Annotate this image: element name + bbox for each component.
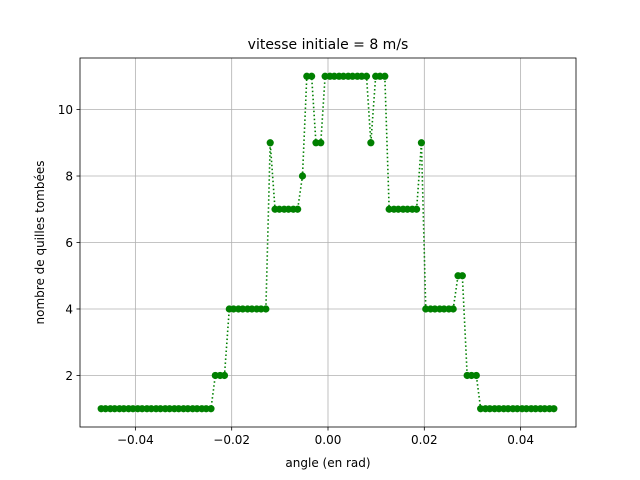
data-point xyxy=(266,139,274,147)
data-point xyxy=(381,72,389,80)
data-series xyxy=(97,72,558,413)
data-point xyxy=(417,139,426,147)
x-tick-label: 0.04 xyxy=(507,433,534,447)
x-tick-label: 0.00 xyxy=(315,433,342,447)
data-point xyxy=(294,205,302,213)
data-point xyxy=(472,371,480,380)
y-tick-label: 8 xyxy=(65,170,73,184)
data-point xyxy=(550,405,558,413)
chart-title: vitesse initiale = 8 m/s xyxy=(248,37,409,53)
y-tick-label: 2 xyxy=(65,369,73,383)
data-point xyxy=(308,72,316,80)
data-point xyxy=(220,371,229,380)
grid xyxy=(80,58,576,427)
data-point xyxy=(298,172,307,180)
series-line xyxy=(101,75,554,410)
data-point xyxy=(413,205,421,213)
data-point xyxy=(362,72,371,80)
y-tick-label: 6 xyxy=(65,236,73,250)
data-point xyxy=(262,305,270,313)
data-point xyxy=(207,405,215,413)
y-tick-label: 4 xyxy=(65,302,73,316)
x-tick-label: −0.02 xyxy=(213,433,250,447)
data-point xyxy=(317,139,325,147)
y-axis-label: nombre de quilles tombées xyxy=(33,161,47,325)
x-tick-label: −0.04 xyxy=(117,433,154,447)
x-axis-label: angle (en rad) xyxy=(285,456,370,470)
data-point xyxy=(449,305,457,313)
data-point xyxy=(458,272,466,280)
x-tick-label: 0.02 xyxy=(411,433,438,447)
y-tick-label: 10 xyxy=(58,103,73,117)
data-point xyxy=(367,139,375,147)
axis-ticks: −0.04 −0.02 0.00 0.02 0.04 2 4 6 8 10 xyxy=(58,103,534,447)
